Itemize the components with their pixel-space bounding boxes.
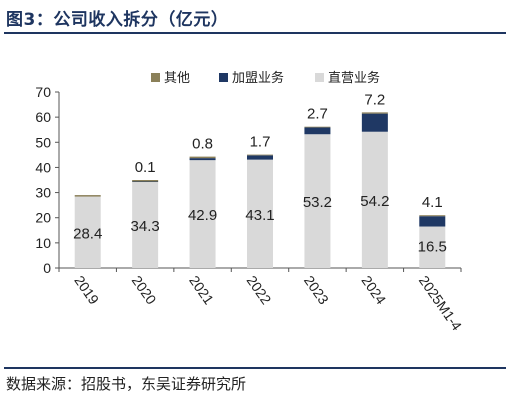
bar-franchise-segment xyxy=(132,181,159,183)
bar-direct-segment xyxy=(361,131,388,268)
bar-franchise-segment xyxy=(419,216,446,227)
y-tick-label: 10 xyxy=(35,235,51,251)
source-rule xyxy=(4,367,506,369)
bar-direct-segment xyxy=(247,159,273,268)
legend-item-other-label: 其他 xyxy=(164,71,190,86)
y-tick-label: 70 xyxy=(35,84,51,100)
direct-value-label: 43.1 xyxy=(245,207,274,224)
bar-direct-segment xyxy=(419,226,446,268)
x-tick-label: 2019 xyxy=(71,273,102,308)
bar-direct-segment xyxy=(189,160,216,268)
x-tick-label: 2023 xyxy=(301,273,332,308)
bar-other-segment xyxy=(361,112,388,114)
source-note: 数据来源：招股书，东吴证券研究所 xyxy=(6,375,247,393)
bar-franchise-segment xyxy=(361,113,388,132)
bar-direct-segment xyxy=(304,134,331,268)
bar-direct-segment xyxy=(132,181,159,268)
bar-other-segment xyxy=(247,154,273,156)
bar-franchise-segment xyxy=(189,158,216,161)
y-tick-label: 60 xyxy=(35,109,51,125)
franchise-value-label: 4.1 xyxy=(422,194,443,211)
x-tick-label: 2022 xyxy=(244,273,275,308)
y-tick-label: 0 xyxy=(43,260,51,276)
y-tick-label: 20 xyxy=(35,210,51,226)
direct-value-label: 54.2 xyxy=(360,193,389,210)
bar-other-segment xyxy=(304,126,331,128)
bar-other-segment xyxy=(189,156,216,159)
franchise-value-label: 0.8 xyxy=(192,136,213,153)
x-tick-label: 2020 xyxy=(129,273,160,308)
franchise-value-label: 7.2 xyxy=(364,91,385,108)
direct-value-label: 16.5 xyxy=(418,239,447,256)
x-tick-label: 2025M1-4 xyxy=(416,273,465,334)
franchise-value-label: 0.1 xyxy=(135,159,156,176)
legend-item-franchise-swatch xyxy=(219,73,228,82)
bar-other-segment xyxy=(132,180,159,182)
direct-value-label: 34.3 xyxy=(131,218,160,235)
franchise-value-label: 2.7 xyxy=(307,106,328,123)
figure-title: 图3：公司收入拆分（亿元） xyxy=(6,10,229,30)
y-tick-label: 30 xyxy=(35,185,51,201)
bar-other-segment xyxy=(419,215,446,217)
legend-item-franchise-label: 加盟业务 xyxy=(232,70,284,86)
bar-direct-segment xyxy=(74,196,101,268)
x-tick-label: 2021 xyxy=(186,273,217,308)
legend-item-direct-swatch xyxy=(315,73,324,82)
legend-item-direct-label: 直营业务 xyxy=(328,70,380,86)
direct-value-label: 28.4 xyxy=(73,225,102,242)
y-tick-label: 40 xyxy=(35,159,51,175)
direct-value-label: 53.2 xyxy=(303,194,332,211)
title-rule xyxy=(4,32,506,34)
bar-other-segment xyxy=(74,195,101,197)
bar-franchise-segment xyxy=(247,155,273,160)
direct-value-label: 42.9 xyxy=(188,207,217,224)
x-tick-label: 2024 xyxy=(358,273,389,308)
bar-franchise-segment xyxy=(304,127,331,135)
franchise-value-label: 1.7 xyxy=(250,134,271,151)
legend-item-other-swatch xyxy=(151,73,160,82)
y-tick-label: 50 xyxy=(35,134,51,150)
